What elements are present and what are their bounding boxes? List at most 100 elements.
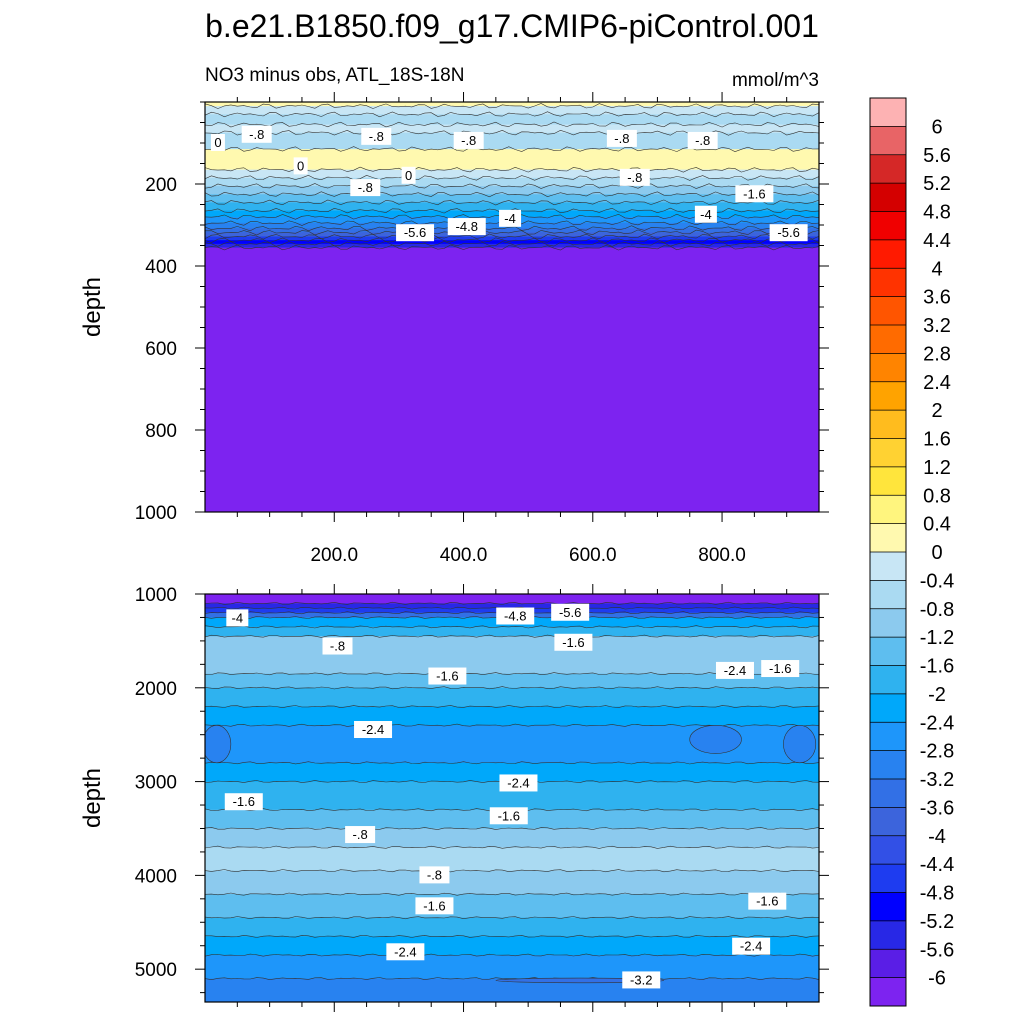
contour-blob (689, 725, 742, 754)
colorbar-label: 0.4 (923, 514, 951, 536)
contour-label-text: -4.8 (504, 609, 526, 624)
x-tick-label: 200.0 (310, 545, 358, 566)
colorbar-swatch (870, 920, 906, 950)
colorbar-label: -4 (928, 826, 946, 848)
colorbar-label: -3.2 (920, 769, 954, 791)
contour-label-box (428, 667, 467, 685)
contour-label-text: -.8 (369, 129, 384, 144)
colorbar-swatch (870, 750, 906, 780)
contour-label-text: -4 (504, 211, 516, 226)
colorbar-label: 4 (931, 258, 942, 280)
contour-band (205, 594, 819, 605)
contour-line (205, 625, 819, 629)
contour-label: -4 (226, 609, 249, 627)
contour-band (205, 870, 819, 896)
contour-label-text: -1.6 (743, 186, 765, 201)
contour-label-box (453, 131, 484, 149)
contour-band (205, 687, 819, 708)
contour-label: -4.8 (447, 218, 486, 236)
plot-frame (204, 593, 820, 1003)
contour-label-box (732, 937, 771, 955)
colorbar-label: -1.2 (920, 627, 954, 649)
contour-label-text: -1.6 (562, 635, 584, 650)
contour-label-text: -1.6 (498, 808, 520, 823)
contour-label: -4 (499, 209, 522, 227)
contour-label-box (345, 826, 376, 844)
contour-label-box (554, 633, 593, 651)
contour-line (205, 244, 819, 251)
contour-band (205, 177, 819, 188)
panel-subtitle-left: NO3 minus obs, ATL_18S-18N (205, 65, 464, 86)
contour-label: -2.4 (715, 661, 754, 679)
contour-label: -.8 (419, 866, 450, 884)
contour-label-text: -4 (700, 207, 712, 222)
colorbar-label: -0.4 (920, 570, 954, 592)
contour-label-text: -1.6 (769, 661, 791, 676)
contour-label-text: -4 (232, 610, 244, 625)
contour-band (205, 124, 819, 134)
colorbar-label: 2.8 (923, 343, 951, 365)
contour-line (205, 761, 819, 765)
contour-label-box (748, 892, 787, 910)
contour-line (205, 237, 819, 244)
contour-line (205, 229, 819, 236)
contour-label: -.8 (687, 131, 718, 149)
contour-label-box (224, 793, 263, 811)
contour-line (205, 826, 819, 831)
colorbar-label: 2 (931, 400, 942, 422)
contour-band (205, 169, 819, 179)
colorbar-label: 6 (931, 116, 942, 138)
contour-line (205, 146, 819, 153)
contour-label: -1.6 (748, 892, 787, 910)
colorbar-swatch (870, 580, 906, 610)
contour-label: -4.8 (496, 607, 535, 625)
colorbar-swatch (870, 410, 906, 439)
contour-line (205, 199, 819, 206)
contour-label-text: -2.4 (394, 944, 416, 959)
contour-label-box (687, 131, 718, 149)
colorbar-swatch (870, 722, 906, 752)
contour-label-box (447, 218, 486, 236)
contour-label-text: -.8 (427, 867, 442, 882)
contour-label-box (496, 607, 535, 625)
contour-band (205, 202, 819, 212)
contour-label: -.8 (241, 125, 272, 143)
contour-blob (783, 725, 817, 764)
colorbar-swatch (870, 807, 906, 837)
contour-line (205, 183, 819, 189)
contour-label: -1.6 (428, 667, 467, 685)
contour-label-text: -5.6 (777, 225, 799, 240)
contour-label-box (735, 185, 774, 203)
colorbar-swatch (870, 239, 906, 269)
contour-label-text: 0 (405, 168, 412, 183)
contour-line (205, 121, 819, 128)
contour-band (205, 106, 819, 116)
contour-label: -1.6 (761, 660, 800, 678)
contour-label-box (619, 168, 650, 186)
x-tick-label: 400.0 (440, 545, 488, 566)
contour-label-text: -.8 (461, 133, 476, 148)
lower-panel: -4 -4.8 -5.6 -1.6 -.8 -1.6 -2.4 -1.6 -2.4 -2.4 -1.… (79, 584, 829, 1012)
contour-label-box (489, 807, 528, 825)
contour-band (205, 762, 819, 783)
contour-line (205, 845, 819, 849)
upper-panel: 0 -.8 0 -.8 -.8 0 -.8 -5.6 -4.8 -4 -.8 -.8 -.8 -4 -1.6… (79, 92, 829, 566)
colorbar-swatch (870, 693, 906, 723)
contour-band (205, 828, 819, 849)
contour-line (205, 103, 819, 109)
contour-band (205, 978, 819, 1002)
contour-band (205, 114, 819, 126)
contour-line (205, 240, 819, 247)
colorbar-swatch (870, 637, 906, 666)
contour-label-text: -1.6 (423, 898, 445, 913)
contour-label-box (350, 179, 381, 197)
contour-label-text: -.8 (353, 827, 368, 842)
colorbar-label: -4.8 (920, 883, 954, 905)
contour-line (205, 977, 819, 981)
contour-label-text: -2.4 (362, 722, 384, 737)
contour-label-box (551, 603, 590, 621)
contour-label-box (401, 166, 416, 184)
contour-label: -.8 (619, 168, 650, 186)
y-axis-label: depth (79, 277, 106, 337)
